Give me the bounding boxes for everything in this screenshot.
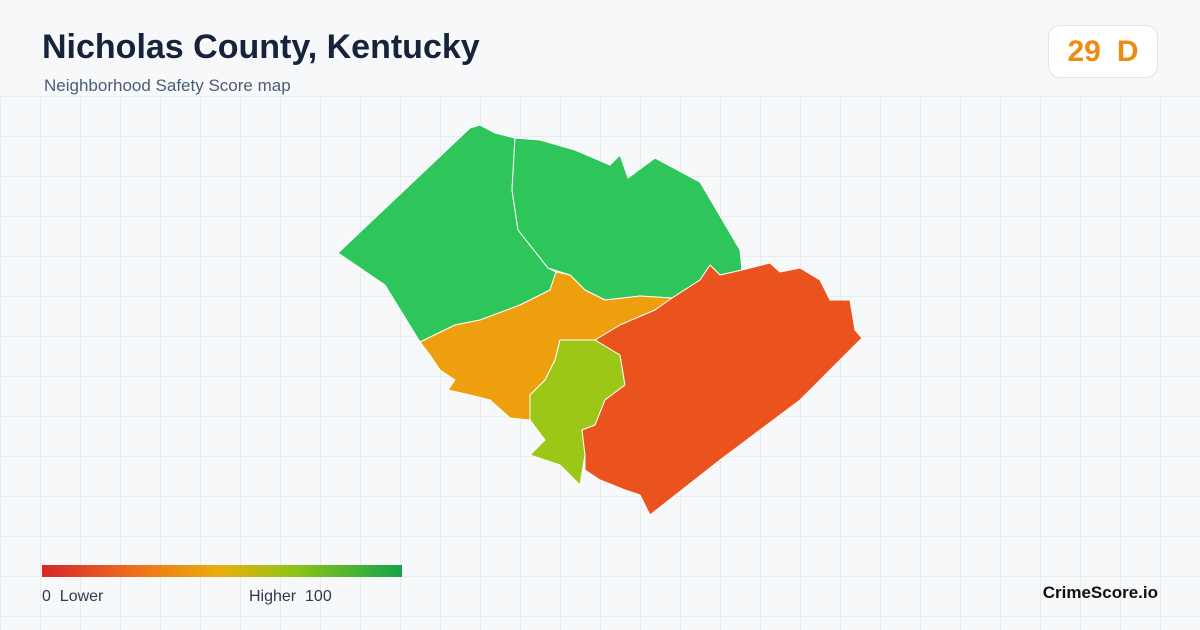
score-grade: D bbox=[1116, 34, 1139, 68]
legend-gradient bbox=[42, 565, 402, 577]
subtitle: Neighborhood Safety Score map bbox=[44, 76, 291, 95]
brand: CrimeScore.io bbox=[1042, 583, 1158, 602]
header-band bbox=[0, 0, 1200, 96]
title: Nicholas County, Kentucky bbox=[42, 28, 480, 66]
legend-max: 100 bbox=[305, 588, 332, 605]
legend-max-label: Higher bbox=[249, 588, 297, 605]
legend-low: 0 Lower bbox=[42, 588, 103, 606]
score-badge: 29 D bbox=[1048, 25, 1158, 78]
region bbox=[581, 262, 863, 516]
legend-min: 0 bbox=[42, 588, 51, 605]
legend-high: Higher 100 bbox=[249, 588, 332, 606]
legend-min-label: Lower bbox=[59, 588, 104, 605]
score-value: 29 bbox=[1067, 34, 1101, 68]
